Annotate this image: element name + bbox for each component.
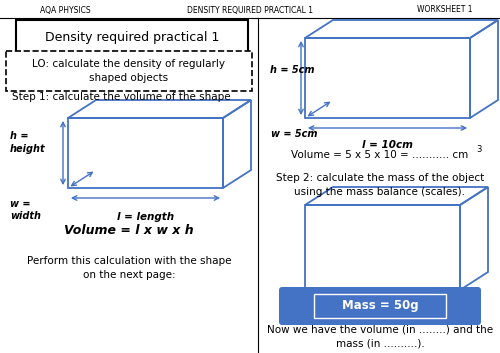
- Text: w =
width: w = width: [10, 199, 41, 221]
- FancyBboxPatch shape: [279, 287, 481, 325]
- FancyBboxPatch shape: [314, 294, 446, 318]
- Text: WORKSHEET 1: WORKSHEET 1: [417, 6, 473, 14]
- Text: w = 5cm: w = 5cm: [271, 129, 318, 139]
- Text: h =
height: h = height: [10, 131, 46, 154]
- FancyBboxPatch shape: [16, 20, 248, 52]
- Text: Volume = 5 x 5 x 10 = ........... cm: Volume = 5 x 5 x 10 = ........... cm: [292, 150, 469, 160]
- Text: l = 10cm: l = 10cm: [362, 140, 413, 150]
- Text: h = 5cm: h = 5cm: [270, 65, 314, 75]
- Text: 3: 3: [476, 144, 482, 154]
- Text: Perform this calculation with the shape
on the next page:: Perform this calculation with the shape …: [27, 256, 231, 280]
- Text: l = length: l = length: [117, 212, 174, 222]
- Text: DENSITY REQUIRED PRACTICAL 1: DENSITY REQUIRED PRACTICAL 1: [187, 6, 313, 14]
- Text: Step 1: calculate the volume of the shape: Step 1: calculate the volume of the shap…: [12, 92, 230, 102]
- Text: AQA PHYSICS: AQA PHYSICS: [40, 6, 90, 14]
- Text: Step 2: calculate the mass of the object
using the mass balance (scales).: Step 2: calculate the mass of the object…: [276, 173, 484, 197]
- FancyBboxPatch shape: [6, 51, 252, 91]
- Text: Now we have the volume (in ........) and the
mass (in ..........).: Now we have the volume (in ........) and…: [267, 325, 493, 349]
- Text: Density required practical 1: Density required practical 1: [45, 30, 219, 43]
- Text: Mass = 50g: Mass = 50g: [342, 299, 418, 312]
- Text: LO: calculate the density of regularly
shaped objects: LO: calculate the density of regularly s…: [32, 59, 226, 83]
- Text: Volume = l x w x h: Volume = l x w x h: [64, 223, 194, 237]
